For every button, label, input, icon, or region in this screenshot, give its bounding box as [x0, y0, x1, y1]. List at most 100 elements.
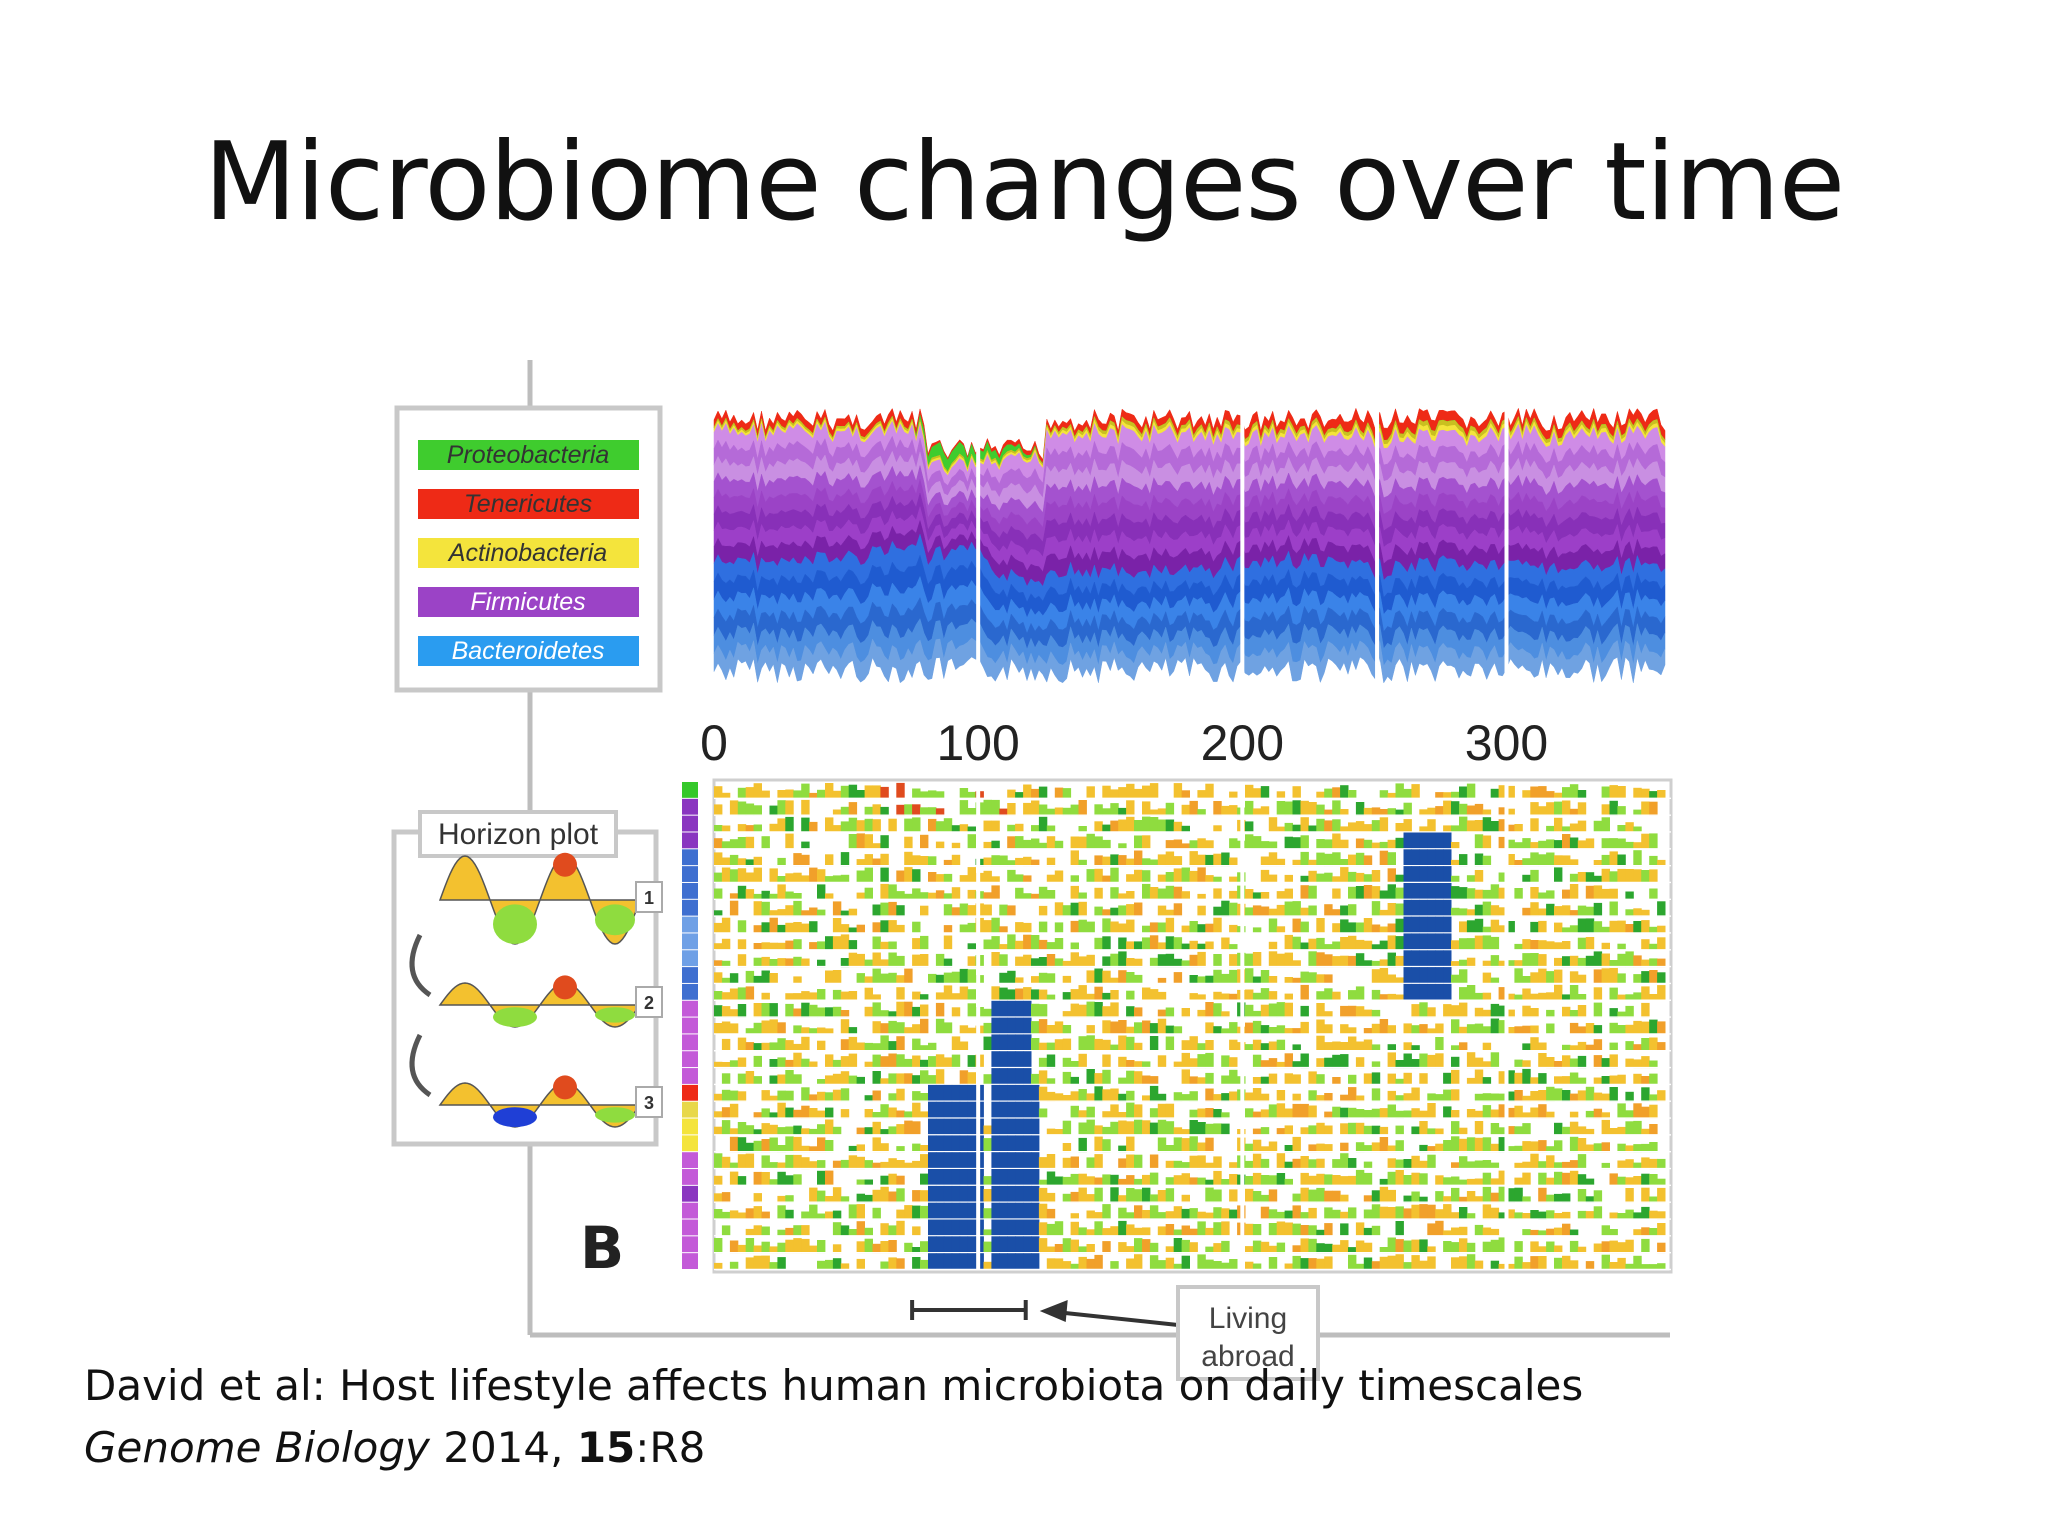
horizon-cell [1490, 919, 1500, 934]
horizon-cell [1371, 886, 1381, 900]
horizon-cell [943, 935, 953, 951]
horizon-cell [825, 1140, 834, 1153]
horizon-cell [1086, 1069, 1095, 1085]
horizon-cell [793, 872, 802, 883]
inset-trough-3 [493, 1107, 537, 1127]
horizon-cell [1078, 1227, 1087, 1237]
horizon-cell [1641, 1038, 1650, 1052]
horizon-cell [777, 1127, 786, 1136]
horizon-cell [1023, 856, 1032, 867]
horizon-cell [1443, 1204, 1452, 1220]
horizon-cell [1379, 1108, 1389, 1119]
horizon-cell [1562, 1193, 1571, 1203]
horizon-cell [729, 1060, 739, 1069]
horizon-cell [1292, 918, 1301, 934]
horizon-cell [1260, 970, 1270, 984]
horizon-cell [1609, 851, 1618, 867]
horizon-cell [1609, 1240, 1618, 1254]
horizon-cell [1609, 987, 1618, 1001]
horizon-cell [1308, 1090, 1317, 1102]
horizon-cell [872, 843, 881, 850]
horizon-cell [1276, 1128, 1286, 1136]
horizon-cell [943, 873, 953, 883]
horizon-cell [904, 804, 913, 816]
horizon-cell [1157, 808, 1167, 816]
horizon-cell [983, 857, 992, 867]
horizon-cell [1522, 907, 1531, 917]
horizon-cell [1213, 954, 1222, 968]
horizon-cell [1015, 1084, 1024, 1102]
horizon-cell [999, 855, 1008, 867]
horizon-cell [1245, 1044, 1254, 1052]
horizon-cell [1577, 905, 1587, 917]
horizon-cell [896, 1124, 905, 1136]
horizon-cell [1466, 1178, 1476, 1186]
horizon-cell [1641, 986, 1650, 1001]
horizon-cell [1617, 920, 1626, 934]
horizon-cell [864, 887, 873, 900]
horizon-cell [904, 1001, 913, 1018]
horizon-cell [1316, 1003, 1325, 1018]
horizon-cell [1316, 1258, 1325, 1270]
horizon-cell [832, 1210, 842, 1220]
horizon-cell [983, 920, 992, 934]
horizon-cell [1142, 1187, 1151, 1203]
horizon-cell [959, 800, 969, 816]
horizon-cell [1197, 1254, 1206, 1270]
horizon-cell [1538, 806, 1547, 816]
horizon-cell [1070, 952, 1079, 968]
horizon-cell [1459, 1127, 1468, 1136]
horizon-cell [1585, 1211, 1595, 1220]
horizon-cell [737, 1073, 747, 1085]
horizon-cell [769, 1075, 778, 1085]
horizon-cell [777, 884, 786, 900]
horizon-cell [1126, 1060, 1135, 1069]
horizon-cell [840, 1109, 850, 1119]
horizon-cell [1371, 1061, 1381, 1069]
horizon-cell [1530, 869, 1539, 883]
horizon-cell [1252, 1128, 1262, 1136]
horizon-cell [1134, 820, 1143, 833]
horizon-cell [935, 992, 945, 1001]
horizon-cell [1038, 1187, 1048, 1203]
horizon-cell [1181, 960, 1190, 968]
horizon-cell [1260, 1093, 1270, 1102]
horizon-cell [793, 1225, 802, 1237]
horizon-cell [801, 1211, 810, 1220]
horizon-cell [714, 1005, 723, 1018]
horizon-cell [1118, 807, 1127, 816]
horizon-cell [1046, 1128, 1056, 1136]
horizon-cell [1165, 802, 1175, 816]
horizon-cell [1245, 1143, 1254, 1153]
horizon-cell [1577, 1005, 1587, 1018]
horizon-cell [1038, 1108, 1048, 1119]
horizon-cell [856, 859, 865, 867]
horizon-cell [1577, 918, 1587, 934]
horizon-cell [1284, 1028, 1293, 1035]
horizon-cell [1593, 1143, 1603, 1153]
horizon-cell [943, 1185, 953, 1203]
horizon-cell [1221, 1093, 1230, 1102]
horizon-cell [714, 1023, 723, 1035]
horizon-cell [1221, 1075, 1230, 1085]
horizon-cell [904, 1162, 913, 1169]
horizon-cell [848, 1036, 858, 1052]
horizon-cell [1332, 787, 1341, 799]
horizon-cell [1054, 1093, 1064, 1102]
horizon-cell [801, 1002, 810, 1018]
horizon-cell [1157, 1018, 1167, 1035]
horizon-cell [1554, 922, 1563, 934]
horizon-cell [1252, 1240, 1262, 1254]
horizon-cell [1609, 1262, 1618, 1270]
horizon-cell [1443, 1072, 1452, 1085]
horizon-cell [1451, 801, 1460, 816]
horizon-cell [769, 917, 778, 934]
horizon-cell [1466, 888, 1476, 900]
horizon-cell [1443, 825, 1452, 833]
horizon-cell [1189, 975, 1198, 984]
horizon-cell [1403, 849, 1412, 867]
horizon-cell [1395, 1060, 1404, 1069]
horizon-cell [1165, 936, 1175, 951]
horizon-cell [1506, 1188, 1515, 1203]
horizon-cell [761, 1226, 770, 1237]
